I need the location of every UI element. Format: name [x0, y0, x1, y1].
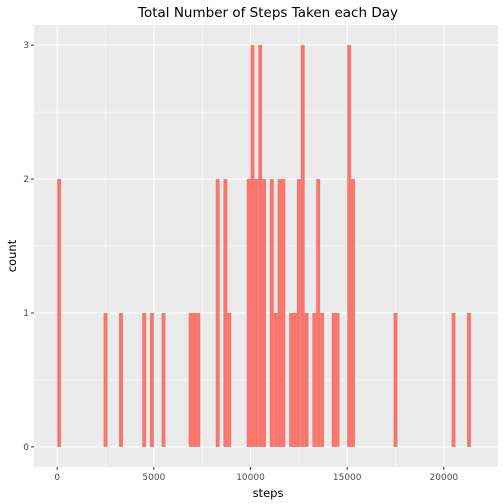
histogram-bar	[161, 312, 166, 447]
histogram-bar	[300, 45, 305, 447]
y-tick-label: 1	[23, 309, 29, 319]
x-axis: 0 5000 10000 15000 20000	[54, 467, 458, 483]
histogram-bar	[150, 312, 154, 447]
histogram-bar	[262, 179, 266, 447]
chart-title: Total Number of Steps Taken each Day	[137, 5, 398, 21]
histogram-bar	[246, 179, 251, 447]
histogram-bar	[273, 312, 278, 447]
x-tick-label: 0	[54, 473, 60, 483]
histogram-bars	[57, 45, 471, 447]
histogram-bar	[467, 312, 471, 447]
histogram-bar	[227, 312, 232, 447]
histogram-bar	[304, 312, 309, 447]
histogram-bar	[188, 312, 193, 447]
histogram-bar	[293, 312, 297, 447]
histogram-bar	[312, 312, 317, 447]
histogram-bar	[269, 179, 274, 447]
x-tick-label: 15000	[333, 473, 362, 483]
histogram-bar	[316, 179, 321, 447]
histogram-bar	[57, 179, 62, 447]
histogram-bar	[119, 312, 123, 447]
histogram-bar	[320, 312, 324, 447]
histogram-bar	[258, 45, 263, 447]
y-tick-label: 0	[23, 443, 29, 453]
y-tick-label: 2	[23, 175, 29, 185]
x-tick-label: 10000	[236, 473, 265, 483]
histogram-bar	[296, 179, 301, 447]
histogram-bar	[331, 312, 336, 447]
y-axis-title: count	[5, 239, 19, 272]
histogram-bar	[250, 45, 255, 447]
histogram-bar	[277, 179, 282, 447]
histogram-bar	[254, 179, 259, 447]
histogram-bar	[347, 45, 352, 447]
histogram-bar	[335, 312, 340, 447]
histogram-bar	[351, 179, 355, 447]
x-tick-label: 5000	[142, 473, 165, 483]
histogram-bar	[192, 312, 197, 447]
y-axis: 0 1 2 3	[23, 41, 34, 453]
histogram-bar	[451, 312, 456, 447]
histogram-bar	[281, 179, 286, 447]
histogram-bar	[223, 179, 228, 447]
y-tick-label: 3	[23, 41, 29, 51]
x-tick-label: 20000	[430, 473, 459, 483]
histogram-bar	[393, 312, 398, 447]
x-axis-title: steps	[253, 486, 284, 500]
histogram-bar	[142, 312, 147, 447]
histogram-bar	[289, 312, 294, 447]
histogram-bar	[196, 312, 201, 447]
histogram-bar	[215, 179, 220, 447]
histogram-bar	[103, 312, 108, 447]
